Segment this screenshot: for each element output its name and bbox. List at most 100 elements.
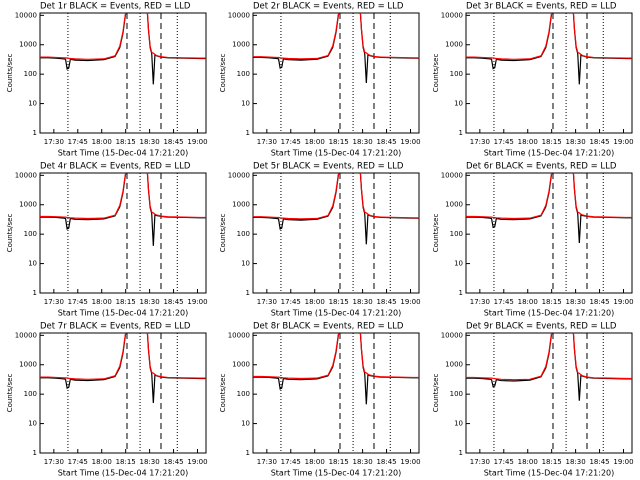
x-tick-label: 17:45 xyxy=(68,138,88,146)
x-tick-label: 18:45 xyxy=(589,298,609,306)
chart-title: Det 4r BLACK = Events, RED = LLD xyxy=(40,162,191,172)
y-axis-label: Counts/sec xyxy=(219,214,227,253)
x-tick-label: 18:45 xyxy=(589,138,609,146)
y-tick-label: 1000 xyxy=(445,201,463,209)
x-tick-label: 17:30 xyxy=(44,458,64,466)
y-tick-label: 100 xyxy=(24,230,37,238)
x-tick-label: 18:45 xyxy=(589,458,609,466)
x-tick-label: 19:00 xyxy=(187,298,207,306)
x-tick-label: 18:30 xyxy=(353,138,373,146)
x-tick-label: 17:45 xyxy=(494,458,514,466)
x-tick-label: 18:00 xyxy=(518,298,538,306)
x-tick-label: 18:15 xyxy=(116,138,136,146)
panel: Det 6r BLACK = Events, RED = LLD Start Ti… xyxy=(432,162,634,318)
x-tick-label: 19:00 xyxy=(187,138,207,146)
y-tick-label: 100 xyxy=(450,230,463,238)
y-axis-label: Counts/sec xyxy=(219,374,227,413)
y-tick-label: 10 xyxy=(28,420,37,428)
series-line xyxy=(466,173,632,220)
chart-title: Det 5r BLACK = Events, RED = LLD xyxy=(253,162,404,172)
x-tick-label: 17:30 xyxy=(257,458,277,466)
panel: Det 7r BLACK = Events, RED = LLD Start Ti… xyxy=(6,322,208,478)
y-axis-label: Counts/sec xyxy=(6,54,14,93)
panel: Det 9r BLACK = Events, RED = LLD Start Ti… xyxy=(432,322,634,478)
series-line xyxy=(466,333,632,381)
y-tick-label: 1 xyxy=(33,129,37,137)
y-tick-label: 10 xyxy=(28,260,37,268)
y-tick-label: 10 xyxy=(241,260,250,268)
x-tick-label: 19:00 xyxy=(400,458,420,466)
y-tick-label: 10 xyxy=(28,100,37,108)
y-tick-label: 10000 xyxy=(228,331,250,339)
x-tick-label: 19:00 xyxy=(400,298,420,306)
series-line xyxy=(253,13,419,60)
x-tick-label: 18:00 xyxy=(305,298,325,306)
panel: Det 3r BLACK = Events, RED = LLD Start Ti… xyxy=(432,2,634,158)
x-tick-label: 17:45 xyxy=(281,138,301,146)
x-tick-label: 18:45 xyxy=(163,298,183,306)
y-tick-label: 100 xyxy=(24,70,37,78)
x-tick-label: 18:45 xyxy=(376,138,396,146)
chart-title: Det 2r BLACK = Events, RED = LLD xyxy=(253,2,404,12)
series-line xyxy=(40,13,206,60)
x-tick-label: 18:45 xyxy=(163,138,183,146)
y-axis-label: Counts/sec xyxy=(432,54,440,93)
x-tick-label: 18:15 xyxy=(116,458,136,466)
panel: Det 4r BLACK = Events, RED = LLD Start Ti… xyxy=(6,162,208,318)
x-tick-label: 17:30 xyxy=(470,458,490,466)
y-tick-label: 1000 xyxy=(232,41,250,49)
y-tick-label: 1000 xyxy=(445,361,463,369)
y-tick-label: 10000 xyxy=(441,331,463,339)
panel: Det 8r BLACK = Events, RED = LLD Start Ti… xyxy=(219,322,421,478)
x-tick-label: 17:30 xyxy=(470,138,490,146)
y-tick-label: 10 xyxy=(454,420,463,428)
y-tick-label: 1 xyxy=(459,129,463,137)
series-line xyxy=(40,333,206,380)
y-tick-label: 100 xyxy=(237,70,250,78)
x-axis-label: Start Time (15-Dec-04 17:21:20) xyxy=(484,309,615,318)
x-tick-label: 18:00 xyxy=(92,298,112,306)
y-tick-label: 100 xyxy=(24,390,37,398)
y-tick-label: 1 xyxy=(33,449,37,457)
x-tick-label: 18:15 xyxy=(542,458,562,466)
y-axis-label: Counts/sec xyxy=(6,214,14,253)
y-axis-label: Counts/sec xyxy=(432,374,440,413)
series-line xyxy=(253,173,419,220)
y-tick-label: 10000 xyxy=(441,11,463,19)
x-tick-label: 17:30 xyxy=(257,298,277,306)
y-tick-label: 100 xyxy=(450,70,463,78)
x-tick-label: 17:45 xyxy=(494,298,514,306)
y-tick-label: 1 xyxy=(246,129,250,137)
x-tick-label: 18:15 xyxy=(329,458,349,466)
x-tick-label: 18:15 xyxy=(542,138,562,146)
x-tick-label: 18:15 xyxy=(329,138,349,146)
x-axis-label: Start Time (15-Dec-04 17:21:20) xyxy=(271,469,402,478)
x-tick-label: 18:30 xyxy=(566,298,586,306)
y-axis-label: Counts/sec xyxy=(219,54,227,93)
x-tick-label: 17:30 xyxy=(44,138,64,146)
y-tick-label: 100 xyxy=(450,390,463,398)
x-tick-label: 18:30 xyxy=(140,138,160,146)
x-tick-label: 17:45 xyxy=(281,298,301,306)
x-axis-label: Start Time (15-Dec-04 17:21:20) xyxy=(271,149,402,158)
y-tick-label: 1 xyxy=(459,289,463,297)
x-tick-label: 19:00 xyxy=(613,458,633,466)
x-tick-label: 17:30 xyxy=(257,138,277,146)
panel: Det 5r BLACK = Events, RED = LLD Start Ti… xyxy=(219,162,421,318)
chart-title: Det 8r BLACK = Events, RED = LLD xyxy=(253,322,404,332)
y-tick-label: 1000 xyxy=(232,201,250,209)
y-tick-label: 10000 xyxy=(441,171,463,179)
x-tick-label: 17:45 xyxy=(494,138,514,146)
y-tick-label: 1000 xyxy=(19,361,37,369)
panel: Det 1r BLACK = Events, RED = LLD Start Ti… xyxy=(6,2,208,158)
x-tick-label: 18:30 xyxy=(140,298,160,306)
series-line xyxy=(40,173,206,220)
x-axis-label: Start Time (15-Dec-04 17:21:20) xyxy=(271,309,402,318)
x-tick-label: 19:00 xyxy=(613,138,633,146)
y-tick-label: 10000 xyxy=(15,171,37,179)
y-tick-label: 10 xyxy=(241,420,250,428)
x-tick-label: 18:45 xyxy=(376,298,396,306)
x-tick-label: 18:15 xyxy=(116,298,136,306)
x-axis-label: Start Time (15-Dec-04 17:21:20) xyxy=(58,149,189,158)
